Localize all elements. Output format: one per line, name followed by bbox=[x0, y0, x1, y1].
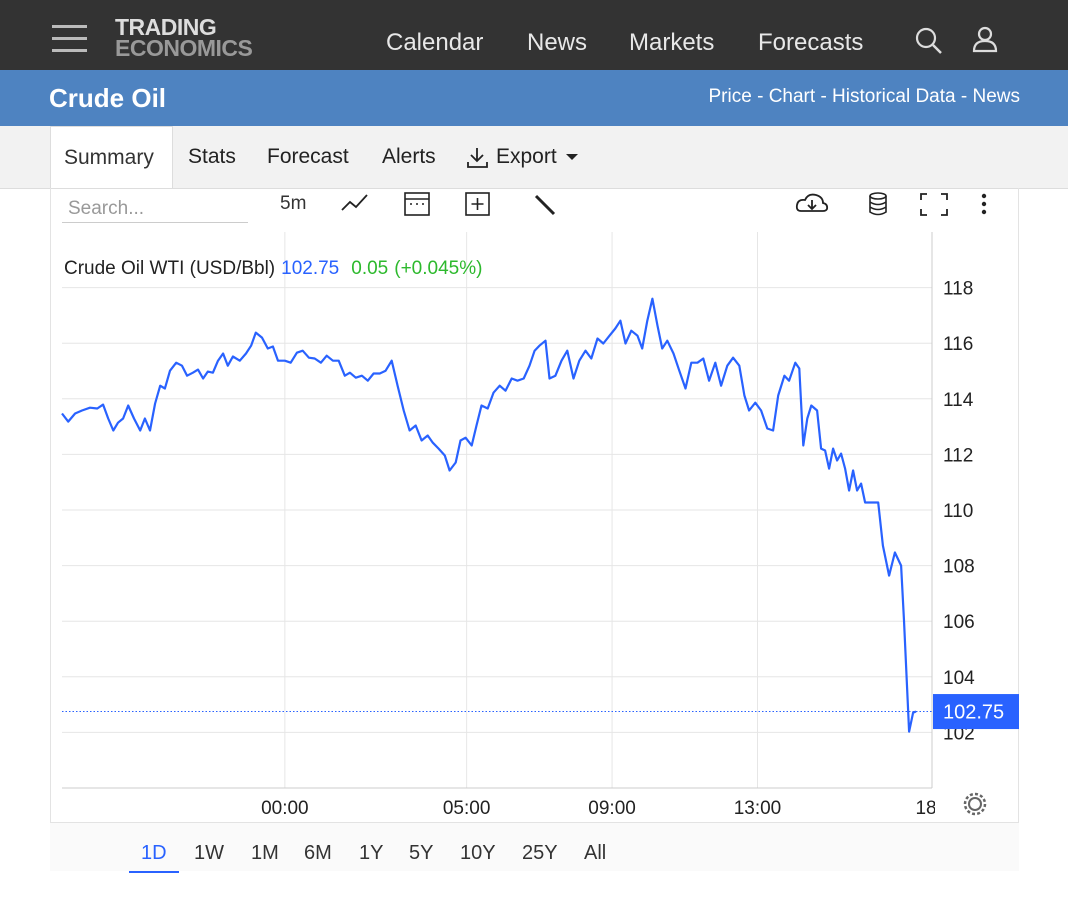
logo-line: ECONOMICS bbox=[115, 35, 253, 61]
page-title: Crude Oil bbox=[49, 83, 167, 113]
search-input[interactable]: Search... bbox=[62, 197, 248, 223]
chart: Crude Oil WTI (USD/Bbl) 102.75 0.05 (+0.… bbox=[61, 232, 1019, 819]
y-tick-label: 104 bbox=[943, 668, 975, 689]
logo[interactable]: TRADING ECONOMICS bbox=[115, 14, 253, 61]
y-tick-label: 112 bbox=[943, 445, 973, 466]
range-button[interactable]: 1Y bbox=[359, 842, 384, 864]
x-tick-label: 05:00 bbox=[443, 798, 491, 819]
price-change-pct: (+0.045%) bbox=[394, 258, 482, 279]
data-icon[interactable] bbox=[869, 192, 887, 216]
tab[interactable]: Summary bbox=[50, 126, 173, 188]
chart-title: Crude Oil WTI (USD/Bbl) bbox=[64, 258, 275, 279]
last-price: 102.75 bbox=[281, 258, 339, 279]
price-change: 0.05 bbox=[351, 258, 388, 279]
nav-link[interactable]: Calendar bbox=[386, 29, 484, 56]
header-link[interactable]: Chart bbox=[768, 86, 816, 107]
chart-settings-icon[interactable] bbox=[963, 792, 987, 816]
tab[interactable]: Forecast bbox=[267, 145, 349, 168]
top-nav: TRADING ECONOMICS Calendar News Markets F… bbox=[0, 0, 1068, 70]
y-tick-label: 110 bbox=[943, 501, 973, 522]
grid bbox=[62, 232, 932, 788]
menu-icon[interactable] bbox=[52, 25, 88, 53]
nav-link[interactable]: Forecasts bbox=[758, 29, 864, 56]
x-tick-label: 09:00 bbox=[588, 798, 636, 819]
y-tick-label: 116 bbox=[943, 334, 973, 355]
separator: - bbox=[820, 86, 827, 107]
dropdown-caret[interactable] bbox=[565, 152, 579, 162]
fullscreen-icon[interactable] bbox=[920, 193, 948, 216]
nav-link[interactable]: Markets bbox=[629, 29, 715, 56]
tab[interactable]: Alerts bbox=[382, 145, 436, 168]
settings-wrench-icon[interactable] bbox=[534, 194, 556, 216]
more-icon[interactable] bbox=[981, 193, 987, 215]
x-tick-label: 13:00 bbox=[734, 798, 782, 819]
separator: - bbox=[960, 86, 968, 107]
header-link[interactable]: Price bbox=[708, 86, 752, 107]
logo-line: TRADING bbox=[115, 14, 217, 40]
header-link[interactable]: Historical Data bbox=[832, 86, 956, 107]
header-link[interactable]: News bbox=[972, 86, 1020, 107]
last-price-label: 102.75 bbox=[943, 702, 1004, 724]
calendar-icon[interactable] bbox=[404, 192, 430, 216]
x-axis-labels: 00:00 05:00 09:00 13:00 18:00 bbox=[261, 798, 963, 819]
search-icon[interactable] bbox=[915, 27, 943, 55]
tab[interactable]: Stats bbox=[188, 145, 236, 168]
range-button[interactable]: 1D bbox=[129, 842, 179, 873]
range-button[interactable]: 25Y bbox=[522, 842, 558, 864]
toolbar-icons-right bbox=[795, 192, 987, 216]
page-header: Crude Oil Price - Chart - Historical Dat… bbox=[0, 70, 1068, 126]
tab[interactable]: Export bbox=[496, 145, 557, 168]
download-icon[interactable] bbox=[795, 193, 829, 212]
y-tick-label: 108 bbox=[943, 557, 975, 578]
line-type-icon[interactable] bbox=[341, 194, 368, 211]
y-tick-label: 118 bbox=[943, 279, 973, 300]
range-button[interactable]: 5Y bbox=[409, 842, 434, 864]
price-line bbox=[61, 297, 917, 733]
range-button[interactable]: All bbox=[584, 842, 607, 864]
y-tick-label: 114 bbox=[943, 390, 974, 411]
range-button[interactable]: 1M bbox=[251, 842, 279, 864]
compare-icon[interactable] bbox=[465, 192, 490, 216]
tab-bar: Summary Stats Forecast Alerts Export bbox=[0, 126, 1068, 189]
nav-link[interactable]: News bbox=[527, 29, 588, 56]
y-tick-label: 106 bbox=[943, 612, 975, 633]
header-links: Price - Chart - Historical Data - News bbox=[709, 86, 1021, 108]
range-button[interactable]: 6M bbox=[304, 842, 332, 864]
separator: - bbox=[757, 86, 764, 107]
range-button[interactable]: 10Y bbox=[460, 842, 496, 864]
last-price-box bbox=[933, 694, 1019, 730]
range-bar: 1D 1W 1M 6M 1Y 5Y 10Y 25Y All bbox=[50, 822, 1019, 873]
interval-button[interactable]: 5m bbox=[280, 193, 307, 214]
toolbar-icons bbox=[341, 192, 556, 216]
x-tick-label: 18:00 bbox=[915, 798, 963, 819]
export-icon[interactable] bbox=[466, 146, 490, 170]
x-tick-label: 00:00 bbox=[261, 798, 309, 819]
user-icon[interactable] bbox=[972, 26, 1000, 54]
range-button[interactable]: 1W bbox=[194, 842, 224, 864]
